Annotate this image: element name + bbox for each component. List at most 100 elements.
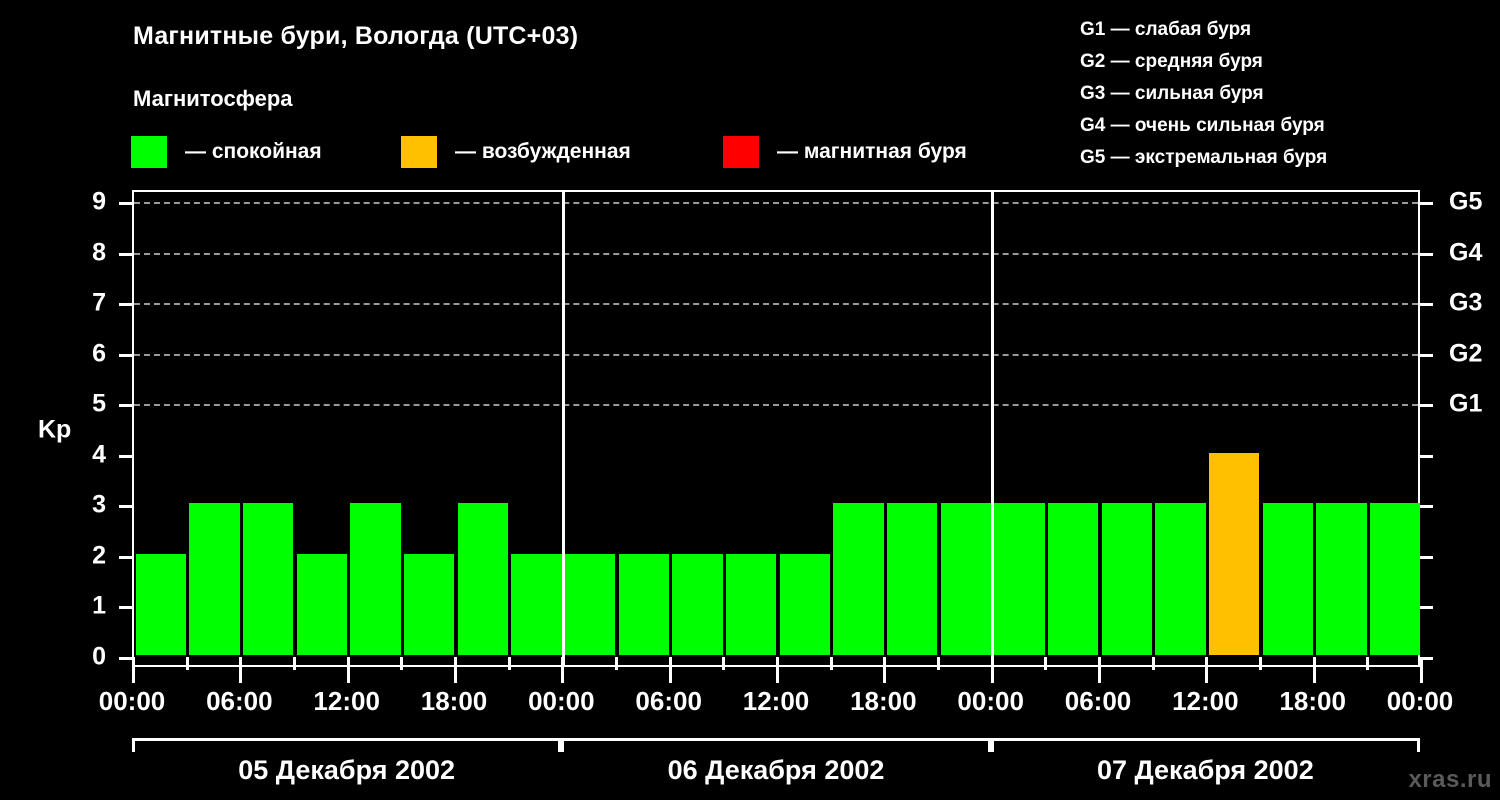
y-axis-tick — [119, 555, 132, 559]
legend-label-calm: — спокойная — [185, 140, 322, 163]
day-separator — [991, 192, 995, 665]
legend-swatch-storm — [723, 136, 759, 168]
legend-item-storm: — магнитная буря — [723, 134, 967, 170]
y-axis-tick — [119, 303, 132, 307]
storm-scale-text: — слабая буря — [1105, 19, 1252, 40]
legend-swatch-calm — [131, 136, 167, 168]
g-axis-tick — [1420, 454, 1433, 458]
x-axis-label: 12:00 — [1172, 686, 1239, 716]
bar — [725, 553, 777, 655]
bar — [350, 503, 401, 655]
bar — [833, 503, 884, 655]
y-axis-label-4: 4 — [92, 440, 106, 469]
y-axis-label-7: 7 — [92, 288, 106, 317]
storm-scale-item-G3: G3 — сильная буря — [1080, 78, 1327, 110]
x-axis-tick-minor — [722, 657, 726, 670]
bar — [994, 503, 1045, 655]
x-axis-tick-minor — [1366, 657, 1370, 670]
x-axis-label: 18:00 — [1279, 686, 1346, 716]
x-axis-tick-major — [132, 657, 135, 683]
x-axis-tick-major — [454, 657, 457, 683]
x-axis-label: 00:00 — [98, 686, 166, 716]
g-axis-label-G2: G2 — [1449, 339, 1483, 368]
bar — [1208, 452, 1260, 655]
y-axis-tick — [119, 606, 132, 610]
bar — [457, 503, 509, 655]
y-axis-tick — [119, 404, 132, 408]
x-axis-label: 00:00 — [957, 686, 1024, 716]
storm-scale-code: G4 — [1080, 115, 1106, 136]
g-axis-label-G1: G1 — [1449, 389, 1483, 418]
y-axis-label-0: 0 — [92, 642, 106, 671]
x-axis-tick-major — [1098, 657, 1101, 683]
bar — [1101, 503, 1153, 655]
storm-scale-item-G4: G4 — очень сильная буря — [1080, 110, 1327, 142]
bar — [618, 553, 670, 655]
x-axis-tick-major — [883, 657, 887, 683]
bar — [1155, 503, 1206, 655]
x-axis-tick-major — [1312, 657, 1316, 683]
legend-label-excited: — возбужденная — [455, 140, 631, 163]
gridline-kp-5 — [134, 404, 1418, 407]
g-axis-tick — [1420, 505, 1433, 509]
day-label: 05 Декабря 2002 — [238, 755, 456, 785]
y-axis-tick — [119, 505, 132, 509]
bar — [940, 503, 992, 655]
gridline-kp-8 — [134, 252, 1418, 255]
legend-label-storm: — магнитная буря — [777, 140, 967, 163]
x-axis-label: 06:00 — [206, 686, 273, 716]
x-axis-label: 12:00 — [742, 686, 810, 716]
bar — [403, 553, 455, 655]
bar — [779, 553, 831, 655]
g-axis-label-G4: G4 — [1449, 238, 1483, 267]
gridline-kp-7 — [134, 303, 1418, 306]
y-axis-label-6: 6 — [92, 339, 106, 368]
y-axis-tick — [119, 353, 132, 357]
x-axis-tick-major — [776, 657, 779, 683]
bar — [242, 503, 294, 655]
x-axis-label: 12:00 — [313, 686, 380, 716]
storm-scale-text: — экстремальная буря — [1105, 147, 1328, 168]
legend-swatch-excited — [401, 136, 437, 168]
x-axis-tick-minor — [1259, 657, 1262, 670]
legend-item-excited: — возбужденная — [401, 134, 631, 170]
bar — [1369, 503, 1421, 655]
x-axis-tick-minor — [1044, 657, 1048, 670]
x-axis-tick-major — [1205, 657, 1209, 683]
g-axis-tick — [1420, 353, 1433, 357]
g-axis-tick — [1420, 404, 1433, 408]
storm-scale-code: G1 — [1080, 19, 1106, 40]
y-axis-label-1: 1 — [92, 591, 106, 620]
bar — [511, 553, 562, 655]
y-axis-label-5: 5 — [92, 389, 106, 418]
storm-scale-text: — сильная буря — [1105, 83, 1264, 104]
y-axis-label-8: 8 — [92, 238, 106, 267]
y-axis-tick — [119, 202, 132, 205]
y-axis-tick — [119, 454, 132, 458]
g-axis-tick — [1420, 657, 1433, 660]
bar — [1047, 503, 1099, 655]
page-title: Магнитные бури, Вологда (UTC+03) — [133, 22, 579, 50]
g-axis-tick — [1420, 303, 1433, 307]
y-axis-title: Kp — [38, 415, 72, 443]
day-bracket — [561, 738, 991, 752]
y-axis-label-2: 2 — [92, 541, 106, 570]
y-axis-label-3: 3 — [92, 490, 106, 519]
x-axis-tick-minor — [293, 657, 296, 670]
x-axis-tick-major — [239, 657, 243, 683]
g-axis-tick — [1420, 555, 1433, 559]
bar — [1262, 503, 1314, 655]
x-axis-label: 00:00 — [528, 686, 595, 716]
bar — [564, 553, 616, 655]
legend-item-calm: — спокойная — [131, 134, 322, 170]
bar — [672, 553, 723, 655]
x-axis-label: 06:00 — [635, 686, 702, 716]
y-axis-tick — [119, 657, 132, 660]
x-axis-tick-minor — [829, 657, 833, 670]
storm-scale-code: G5 — [1080, 147, 1106, 168]
x-axis-tick-minor — [400, 657, 404, 670]
x-axis-label: 00:00 — [1386, 686, 1454, 716]
y-axis-label-9: 9 — [92, 187, 106, 216]
x-axis-tick-minor — [1151, 657, 1155, 670]
magnetosphere-heading: Магнитосфера — [133, 86, 293, 111]
